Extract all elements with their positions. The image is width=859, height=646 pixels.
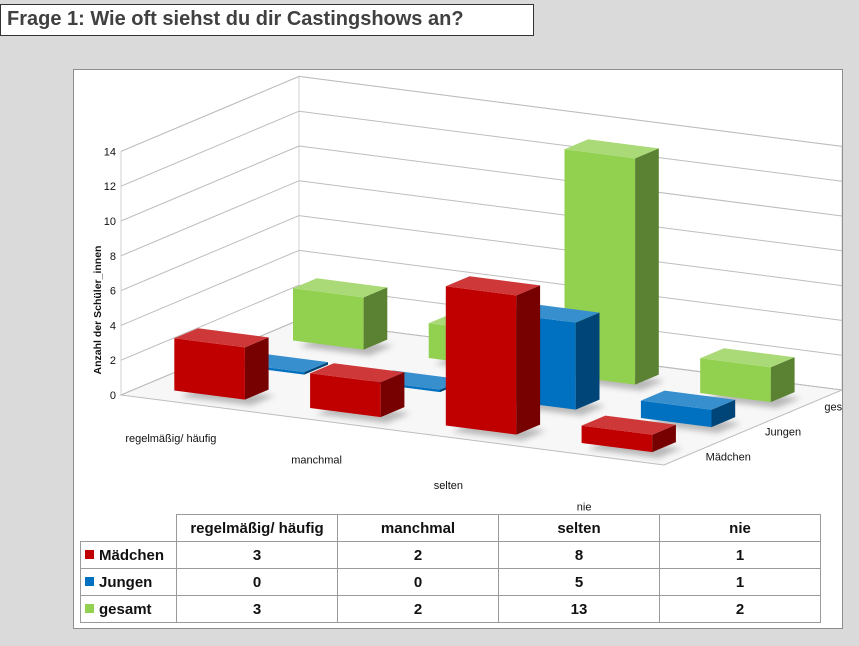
y-tick-label: 4 bbox=[110, 320, 116, 332]
table-cell: 2 bbox=[659, 595, 821, 623]
table-row: Jungen 0 0 5 1 bbox=[80, 568, 821, 596]
chart-frame: 0 2 4 6 8 10 12 14 Anzahl der Schüler_innen rege… bbox=[73, 69, 843, 629]
bar-top-face bbox=[700, 348, 795, 368]
bar-gesamt-3 bbox=[700, 348, 801, 409]
table-cell: 3 bbox=[176, 541, 338, 569]
legend-entry-jungen: Jungen bbox=[80, 568, 177, 596]
gridline-left bbox=[120, 249, 300, 326]
bar-side-face bbox=[770, 357, 795, 403]
table-header-row: regelmäßig/ häufig manchmal selten nie bbox=[80, 514, 821, 542]
legend-label: Mädchen bbox=[99, 546, 165, 564]
y-tick-label: 6 bbox=[110, 286, 116, 298]
bar-front-face bbox=[445, 286, 517, 435]
legend-entry-gesamt: gesamt bbox=[80, 595, 177, 623]
bar-top-face bbox=[640, 390, 736, 410]
table-header-cell: selten bbox=[498, 514, 660, 542]
bar-top-face bbox=[445, 276, 541, 296]
x-category-label: selten bbox=[434, 480, 463, 492]
bar-front-face bbox=[640, 400, 712, 428]
bar-side-face bbox=[380, 372, 405, 418]
bar-side-face bbox=[575, 312, 600, 410]
bar-side-face bbox=[652, 424, 676, 453]
bar-gesamt-0 bbox=[293, 278, 394, 356]
gridline-back bbox=[298, 110, 842, 182]
table-cell: 0 bbox=[337, 568, 499, 596]
y-tick-label: 8 bbox=[110, 251, 116, 263]
bar-jungen-3 bbox=[640, 390, 742, 434]
y-tick-label: 10 bbox=[104, 216, 116, 228]
legend-entry-maedchen: Mädchen bbox=[80, 541, 177, 569]
table-corner bbox=[80, 514, 177, 542]
chart-data-table: regelmäßig/ häufig manchmal selten nie M… bbox=[80, 514, 821, 623]
series-axis-label: Mädchen bbox=[706, 452, 751, 464]
y-tick-label: 14 bbox=[104, 146, 116, 158]
table-cell: 2 bbox=[337, 541, 499, 569]
y-tick-label: 12 bbox=[104, 181, 116, 193]
page-title: Frage 1: Wie oft siehst du dir Castingsh… bbox=[7, 8, 464, 30]
bar-mdchen-2 bbox=[445, 276, 547, 441]
table-header-cell: manchmal bbox=[337, 514, 499, 542]
bar-side-face bbox=[363, 287, 388, 350]
series-axis-label: gesamt bbox=[824, 402, 842, 414]
bar-top-face bbox=[581, 415, 676, 435]
table-cell: 3 bbox=[176, 595, 338, 623]
series-axis-label: Jungen bbox=[765, 427, 801, 439]
x-category-label: nie bbox=[577, 501, 592, 513]
table-row: Mädchen 3 2 8 1 bbox=[80, 541, 821, 569]
gridline-left bbox=[120, 284, 300, 361]
table-cell: 2 bbox=[337, 595, 499, 623]
bar-front-face bbox=[293, 288, 364, 350]
legend-key-maedchen bbox=[85, 550, 94, 560]
gridline-left bbox=[120, 180, 300, 257]
bar-side-face bbox=[304, 362, 328, 375]
bar-front-face bbox=[581, 425, 653, 453]
table-header-cell: nie bbox=[659, 514, 821, 542]
legend-label: gesamt bbox=[99, 600, 152, 618]
bar-top-face bbox=[174, 328, 269, 348]
gridline-left bbox=[120, 215, 300, 292]
legend-key-gesamt bbox=[85, 604, 94, 614]
legend-key-jungen bbox=[85, 577, 94, 587]
y-axis-title: Anzahl der Schüler_innen bbox=[92, 246, 104, 375]
chart-bars bbox=[174, 139, 801, 459]
bar-mdchen-0 bbox=[174, 328, 275, 406]
table-cell: 1 bbox=[659, 541, 821, 569]
x-category-label: regelmäßig/ häufig bbox=[125, 433, 216, 445]
gridline-back bbox=[298, 75, 842, 147]
y-axis-ticks: 0 2 4 6 8 10 12 14 bbox=[104, 146, 116, 402]
table-cell: 13 bbox=[498, 595, 660, 623]
x-category-label: manchmal bbox=[291, 454, 342, 466]
table-cell: 0 bbox=[176, 568, 338, 596]
bar-mdchen-1 bbox=[310, 363, 411, 424]
bar-side-face bbox=[711, 399, 736, 428]
bar-front-face bbox=[700, 358, 771, 403]
chart-3d-plot: 0 2 4 6 8 10 12 14 Anzahl der Schüler_innenrege… bbox=[92, 75, 842, 514]
bar-mdchen-3 bbox=[581, 415, 682, 459]
gridline-left bbox=[120, 75, 300, 152]
title-box: Frage 1: Wie oft siehst du dir Castingsh… bbox=[0, 4, 534, 36]
bar-front-face bbox=[174, 338, 245, 400]
bar-side-face bbox=[635, 148, 659, 385]
table-cell: 1 bbox=[659, 568, 821, 596]
table-cell: 5 bbox=[498, 568, 660, 596]
gridline-left bbox=[120, 145, 300, 222]
table-row: gesamt 3 2 13 2 bbox=[80, 595, 821, 623]
y-tick-label: 0 bbox=[110, 390, 116, 402]
table-cell: 8 bbox=[498, 541, 660, 569]
y-tick-label: 2 bbox=[110, 355, 116, 367]
bar-top-face bbox=[293, 278, 388, 298]
gridline-left bbox=[120, 110, 300, 187]
bar-top-face bbox=[310, 363, 405, 383]
bar-side-face bbox=[244, 337, 269, 400]
legend-label: Jungen bbox=[99, 573, 153, 591]
bar-front-face bbox=[310, 373, 381, 418]
table-header-cell: regelmäßig/ häufig bbox=[176, 514, 338, 542]
chart-labels: Anzahl der Schüler_innen regelmäßig/ häuf… bbox=[92, 246, 842, 514]
bar-side-face bbox=[516, 285, 541, 435]
bar-top-face bbox=[564, 139, 659, 159]
